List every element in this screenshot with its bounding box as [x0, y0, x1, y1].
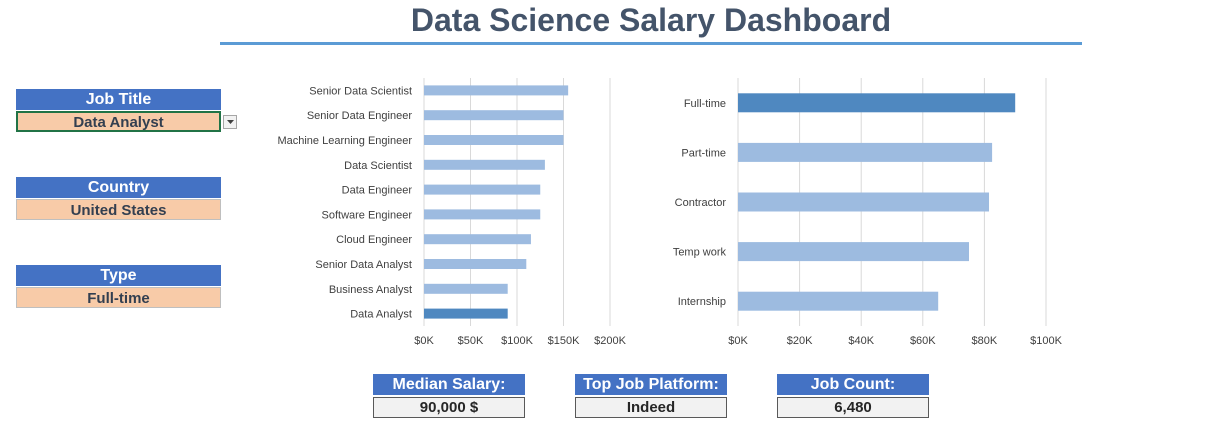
bar [424, 184, 541, 195]
bar [738, 192, 990, 212]
category-label: Full-time [684, 98, 726, 110]
category-label: Cloud Engineer [336, 234, 412, 246]
country-select[interactable]: United States [16, 199, 221, 220]
x-tick-label: $200K [594, 335, 626, 347]
country-label: Country [16, 177, 221, 198]
category-label: Senior Data Analyst [315, 259, 412, 271]
x-tick-label: $0K [414, 335, 434, 347]
bar [738, 142, 993, 162]
category-label: Data Analyst [350, 309, 412, 321]
category-label: Data Engineer [342, 185, 413, 197]
bar [738, 242, 969, 262]
bar [424, 110, 564, 121]
category-label: Senior Data Engineer [307, 110, 413, 122]
x-tick-label: $60K [910, 335, 936, 347]
category-label: Contractor [675, 197, 727, 209]
chevron-down-icon [227, 120, 234, 124]
x-tick-label: $50K [458, 335, 484, 347]
job-title-label: Job Title [16, 89, 221, 110]
category-label: Temp work [673, 247, 727, 259]
bar [424, 85, 569, 96]
x-tick-label: $80K [972, 335, 998, 347]
bar [424, 209, 541, 220]
x-tick-label: $0K [728, 335, 748, 347]
x-tick-label: $40K [848, 335, 874, 347]
job-count-value: 6,480 [777, 397, 929, 418]
bar [424, 308, 508, 319]
job-count-label: Job Count: [777, 374, 929, 395]
title-underline [220, 42, 1082, 45]
bar [424, 259, 527, 269]
category-label: Part-time [681, 147, 726, 159]
job-type-salary-chart: $0K $20K $40K $60K $80K $100K Full-time Part-ti… [673, 78, 1063, 347]
type-select[interactable]: Full-time [16, 287, 221, 308]
category-label: Software Engineer [322, 209, 413, 221]
bar [424, 159, 545, 170]
job-title-salary-chart: $0K $50K $100K $150K $200K Senior Data Scient… [277, 78, 627, 347]
category-label: Machine Learning Engineer [277, 135, 412, 147]
category-label: Data Scientist [344, 160, 412, 172]
x-tick-label: $100K [501, 335, 533, 347]
type-label: Type [16, 265, 221, 286]
category-label: Internship [678, 296, 726, 308]
median-salary-value: 90,000 $ [373, 397, 525, 418]
job-title-dropdown-button[interactable] [223, 115, 237, 129]
bar [738, 291, 939, 311]
x-tick-label: $150K [548, 335, 580, 347]
bar [424, 234, 531, 245]
median-salary-label: Median Salary: [373, 374, 525, 395]
x-tick-label: $100K [1030, 335, 1062, 347]
bar [424, 283, 508, 294]
top-platform-value: Indeed [575, 397, 727, 418]
x-tick-label: $20K [787, 335, 813, 347]
category-label: Senior Data Scientist [309, 85, 412, 97]
category-label: Business Analyst [329, 284, 412, 296]
job-title-select[interactable]: Data Analyst [16, 111, 221, 132]
top-platform-label: Top Job Platform: [575, 374, 727, 395]
dashboard-title: Data Science Salary Dashboard [410, 2, 892, 38]
bar [738, 93, 1016, 113]
bar [424, 135, 564, 145]
